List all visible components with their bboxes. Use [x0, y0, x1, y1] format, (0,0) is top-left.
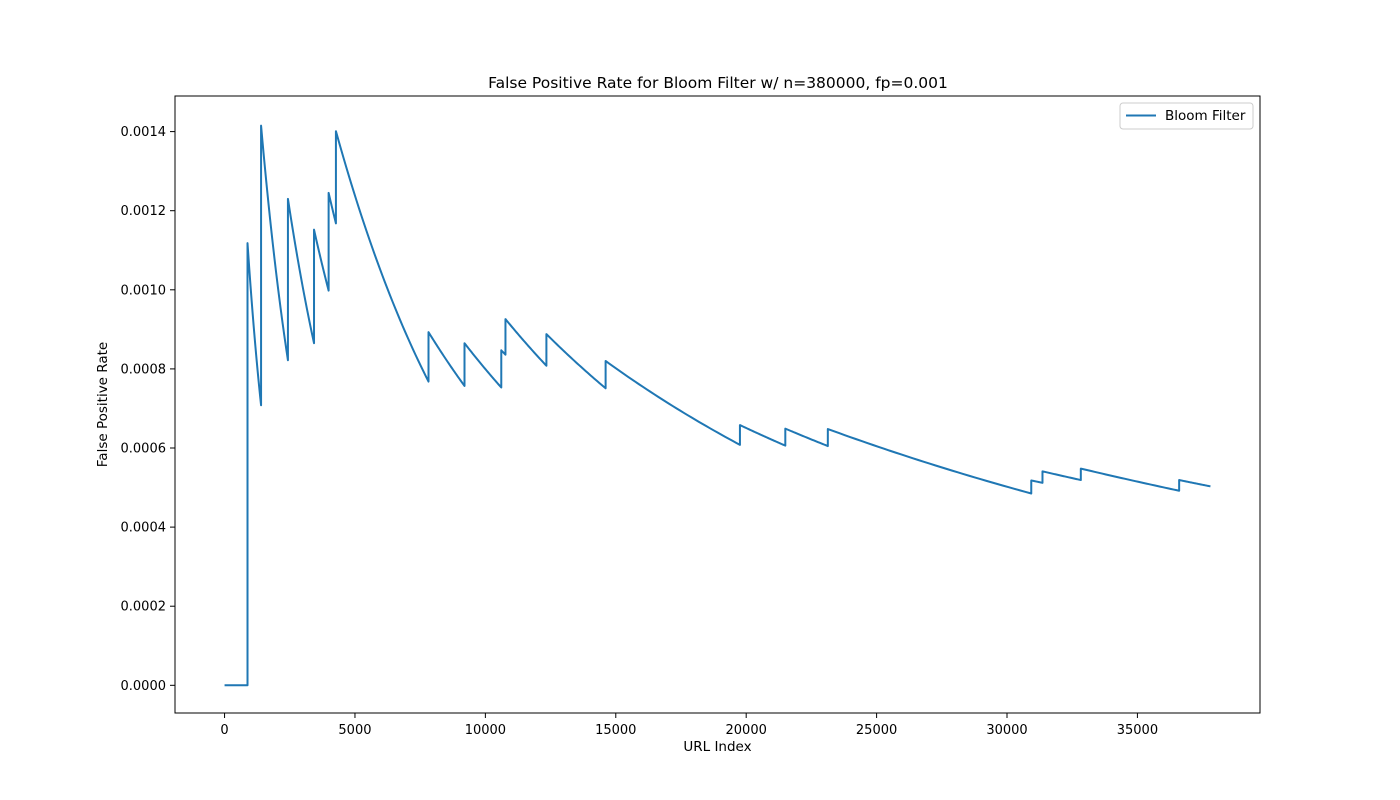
x-axis-ticks: 0 5000 10000 15000 20000 25000 30000 35000 — [220, 713, 1158, 738]
y-axis-ticks: 0.0000 0.0002 0.0004 0.0006 0.0008 0.0010 0.00… — [121, 125, 175, 694]
y-tick-label: 0.0006 — [121, 442, 167, 457]
x-tick-label: 10000 — [465, 723, 506, 738]
x-tick-label: 15000 — [595, 723, 636, 738]
x-axis-label: URL Index — [683, 739, 751, 755]
legend-label-bloom-filter: Bloom Filter — [1165, 108, 1246, 124]
legend-frame — [1119, 102, 1254, 130]
x-tick-label: 30000 — [986, 723, 1027, 738]
series-line-bloom-filter — [224, 124, 1211, 687]
y-tick-label: 0.0000 — [121, 679, 167, 694]
x-tick-label: 5000 — [338, 723, 371, 738]
plot-frame — [174, 95, 1261, 714]
y-tick-label: 0.0012 — [121, 204, 167, 219]
y-axis-label: False Positive Rate — [95, 342, 111, 467]
x-tick-label: 0 — [220, 723, 228, 738]
x-tick-label: 25000 — [856, 723, 897, 738]
legend: Bloom Filter — [1119, 102, 1254, 130]
y-tick-label: 0.0004 — [121, 521, 167, 536]
x-tick-label: 35000 — [1117, 723, 1158, 738]
plot-background — [175, 96, 1260, 713]
y-tick-label: 0.0010 — [121, 283, 167, 298]
y-tick-label: 0.0002 — [121, 600, 167, 615]
chart-title: False Positive Rate for Bloom Filter w/ … — [488, 74, 948, 92]
x-tick-label: 20000 — [726, 723, 767, 738]
y-tick-label: 0.0014 — [121, 125, 167, 140]
series-lines — [224, 124, 1211, 687]
plot-area — [175, 96, 1260, 713]
y-tick-label: 0.0008 — [121, 362, 167, 377]
